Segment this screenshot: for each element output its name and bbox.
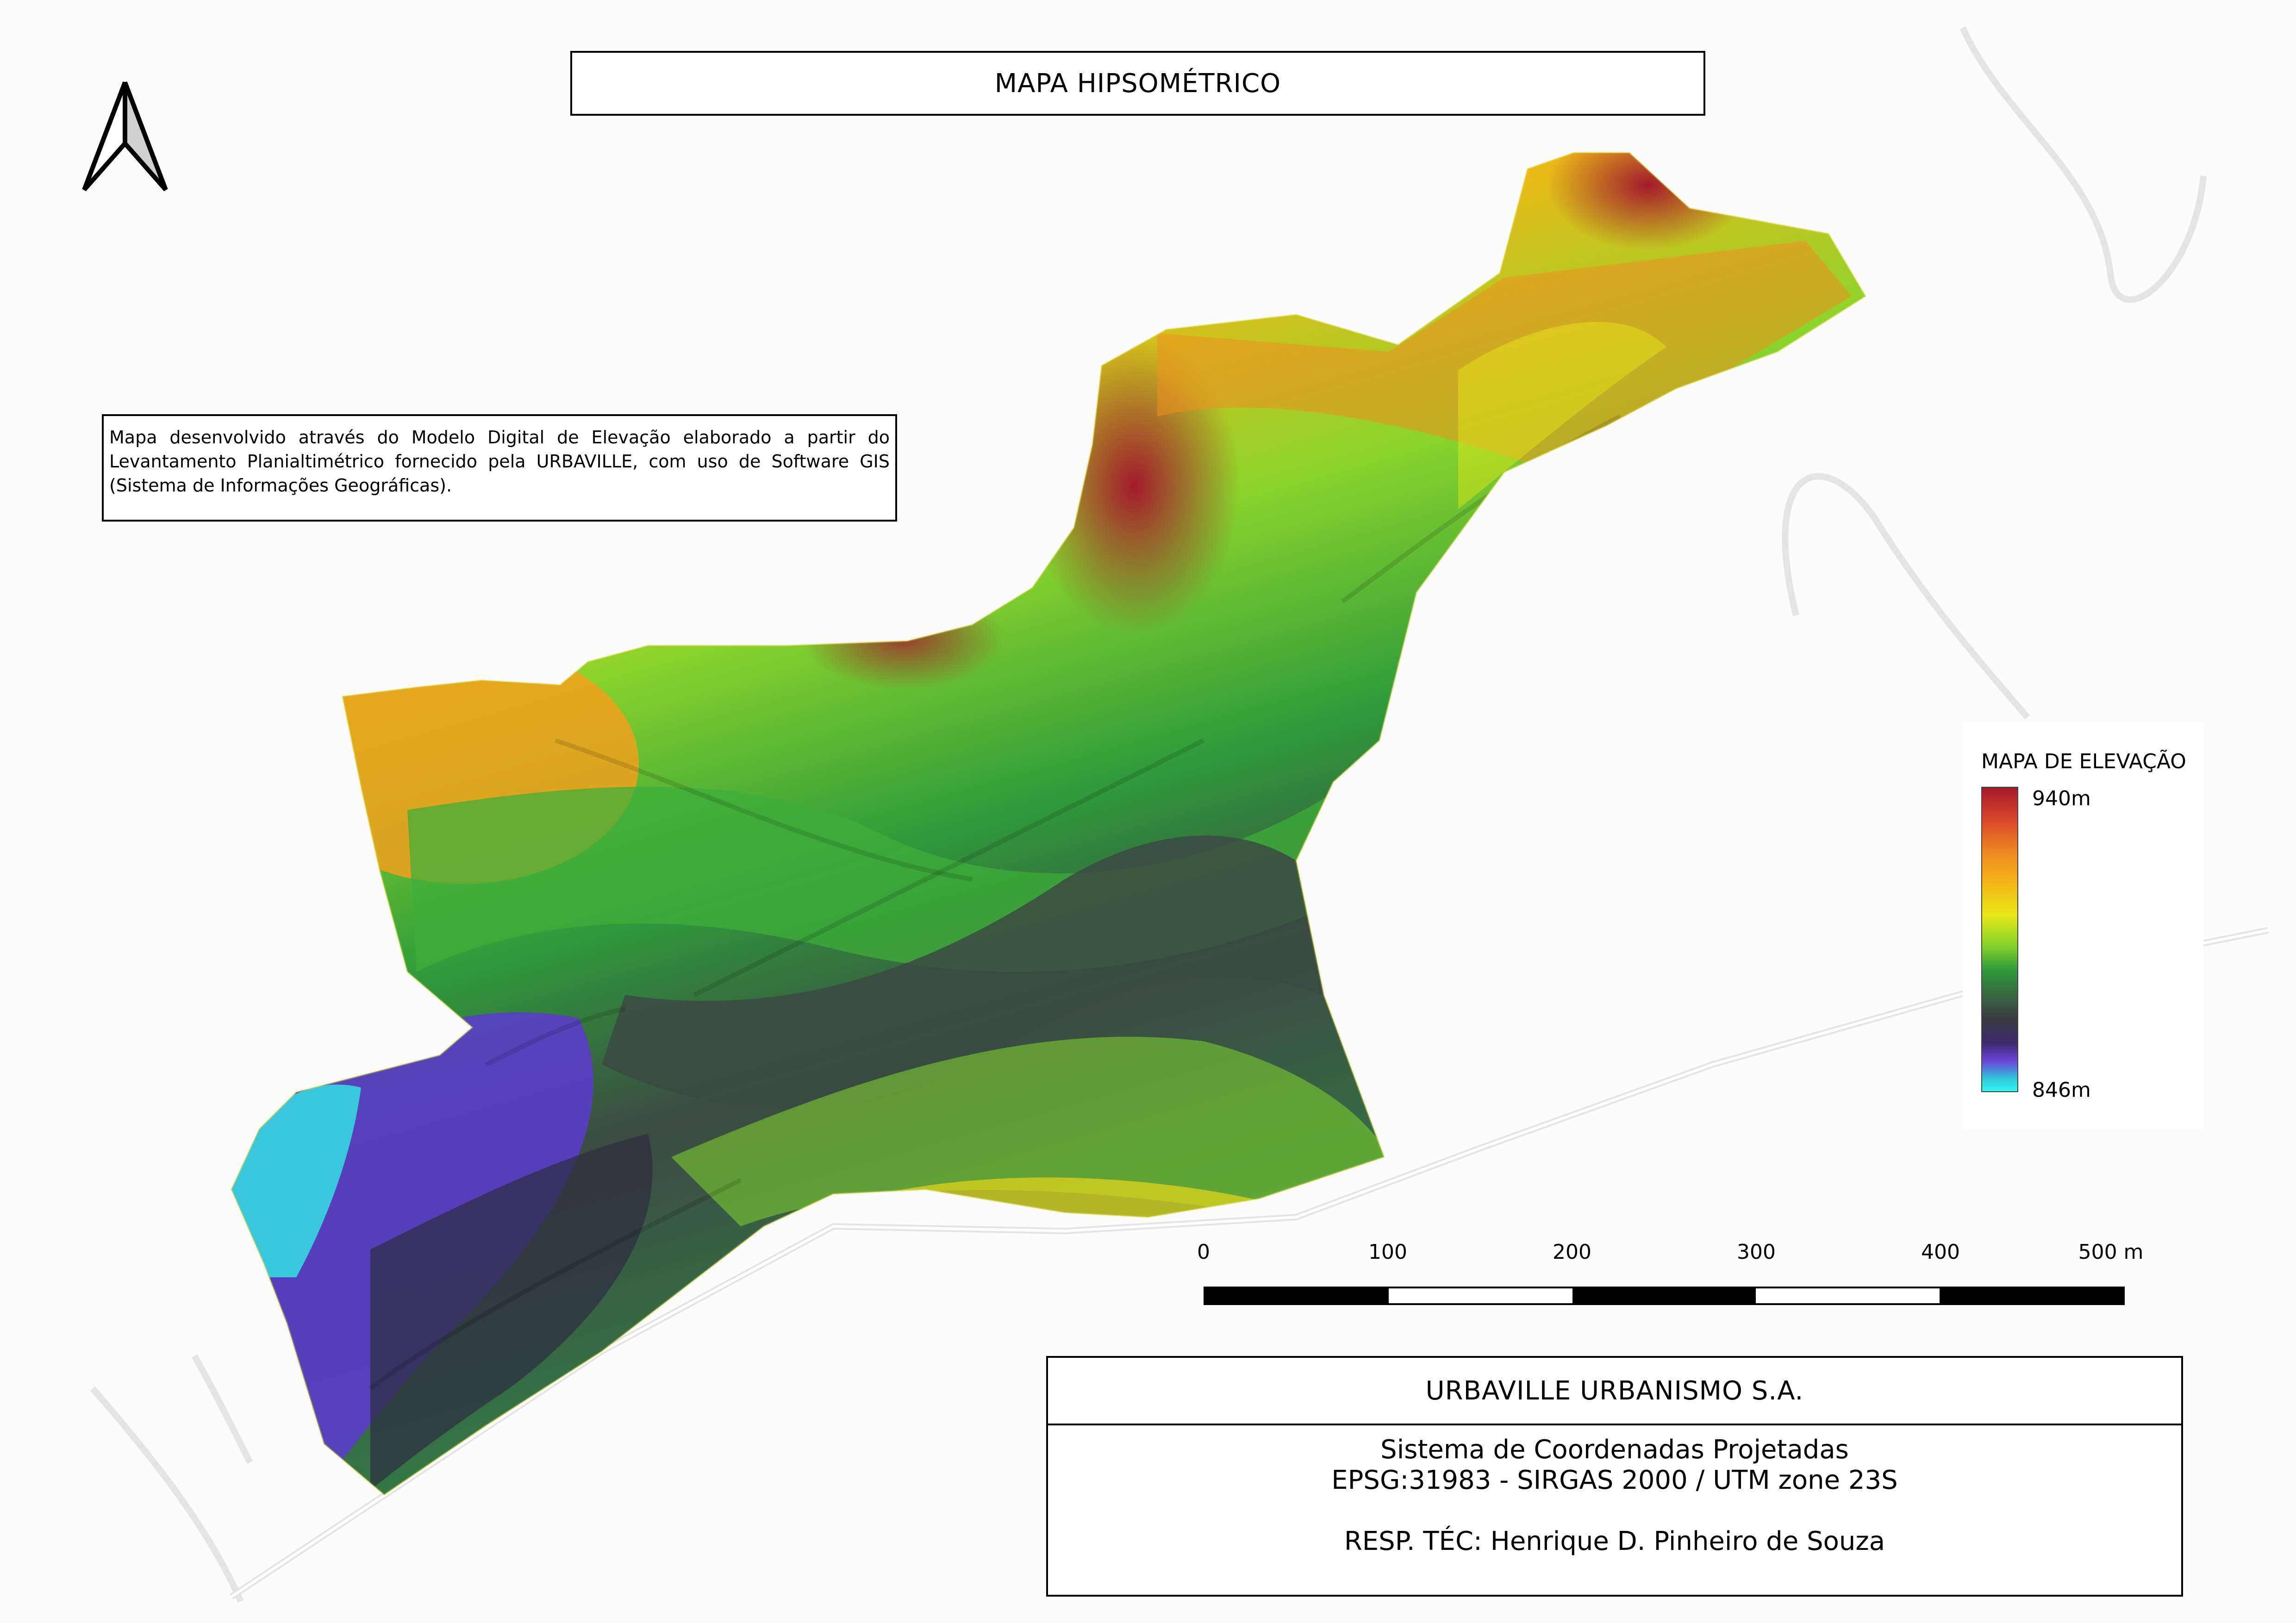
scale-segment (1939, 1288, 2123, 1303)
scale-bar-graphic (1204, 1287, 2125, 1305)
scale-bar: 0 100 200 300 400 500 m (1185, 1240, 2157, 1314)
site-boundary (230, 152, 1867, 1496)
scale-segment (1389, 1288, 1572, 1303)
elevation-legend: MAPA DE ELEVAÇÃO 940m 846m (1963, 722, 2203, 1129)
responsible-tech: RESP. TÉC: Henrique D. Pinheiro de Souza (1344, 1526, 1885, 1556)
company-name: URBAVILLE URBANISMO S.A. (1048, 1358, 2181, 1425)
scale-label-300: 300 (1737, 1240, 1776, 1264)
scale-label-0: 0 (1197, 1240, 1210, 1264)
map-title: MAPA HIPSOMÉTRICO (570, 51, 1705, 116)
legend-max-label: 940m (2032, 787, 2091, 810)
elevation-color-ramp (1981, 787, 2018, 1092)
scale-label-500: 500 m (2078, 1240, 2144, 1264)
scale-label-200: 200 (1553, 1240, 1591, 1264)
crs-info: Sistema de Coordenadas Projetadas EPSG:3… (1048, 1425, 2181, 1557)
map-description: Mapa desenvolvido através do Modelo Digi… (102, 414, 897, 522)
scale-label-100: 100 (1368, 1240, 1407, 1264)
legend-min-label: 846m (2032, 1078, 2091, 1102)
background-roads-inner (231, 929, 2269, 1598)
scale-label-400: 400 (1921, 1240, 1960, 1264)
scale-segment (1756, 1288, 1940, 1303)
legend-title: MAPA DE ELEVAÇÃO (1981, 750, 2186, 773)
crs-line-2: EPSG:31983 - SIRGAS 2000 / UTM zone 23S (1331, 1465, 1898, 1495)
north-arrow-icon (82, 81, 168, 192)
title-block: URBAVILLE URBANISMO S.A. Sistema de Coor… (1046, 1356, 2183, 1597)
crs-line-1: Sistema de Coordenadas Projetadas (1380, 1435, 1849, 1465)
elevation-raster (231, 153, 1866, 1495)
scale-segment (1572, 1288, 1756, 1303)
scale-segment (1205, 1288, 1389, 1303)
